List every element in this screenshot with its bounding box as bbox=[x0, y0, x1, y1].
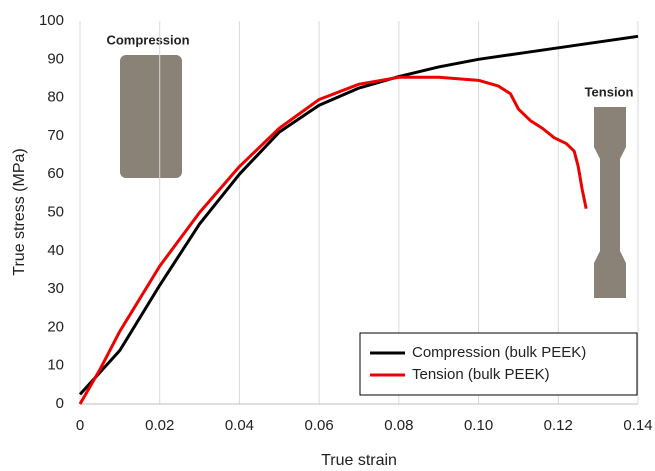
y-tick-label: 20 bbox=[47, 318, 64, 335]
y-tick-label: 50 bbox=[47, 203, 64, 220]
x-tick-label: 0.04 bbox=[225, 417, 254, 434]
y-tick-label: 60 bbox=[47, 165, 64, 182]
x-tick-label: 0.06 bbox=[305, 417, 334, 434]
x-tick-label: 0.08 bbox=[384, 417, 413, 434]
series-line bbox=[78, 75, 588, 405]
x-tick-label: 0.02 bbox=[145, 417, 174, 434]
y-tick-label: 70 bbox=[47, 127, 64, 144]
annotation: Tension bbox=[585, 84, 634, 99]
y-tick-label: 0 bbox=[56, 395, 64, 412]
compression-sample bbox=[120, 55, 182, 178]
x-tick-label: 0 bbox=[76, 417, 84, 434]
y-tick-label: 90 bbox=[47, 50, 64, 67]
y-axis-title: True stress (MPa) bbox=[11, 148, 28, 275]
y-tick-label: 40 bbox=[47, 242, 64, 259]
x-tick-label: 0.12 bbox=[544, 417, 573, 434]
x-tick-label: 0.10 bbox=[464, 417, 493, 434]
legend-label: Compression (bulk PEEK) bbox=[412, 344, 586, 361]
y-tick-label: 80 bbox=[47, 89, 64, 106]
legend-label: Tension (bulk PEEK) bbox=[412, 366, 550, 383]
y-tick-label: 100 bbox=[39, 12, 64, 29]
y-tick-label: 10 bbox=[47, 357, 64, 374]
series-line bbox=[78, 34, 639, 396]
y-tick-label: 30 bbox=[47, 280, 64, 297]
x-tick-label: 0.14 bbox=[623, 417, 652, 434]
x-axis-title: True strain bbox=[321, 452, 397, 469]
legend-box bbox=[359, 332, 638, 396]
annotation: Compression bbox=[106, 32, 189, 47]
legend: Compression (bulk PEEK) Tension (bulk PEE… bbox=[359, 332, 638, 396]
tension-sample bbox=[594, 107, 626, 298]
